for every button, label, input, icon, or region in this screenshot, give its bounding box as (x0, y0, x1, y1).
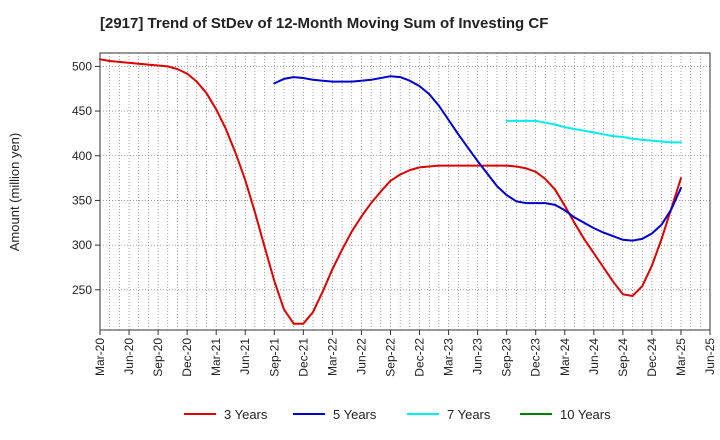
y-tick-label: 250 (72, 283, 92, 297)
series-line-7-years (505, 119, 682, 144)
x-tick-label: Jun-21 (238, 338, 252, 375)
y-axis-ticks: 250 300 350 400 450 500 (72, 59, 100, 297)
legend-label-10-years: 10 Years (560, 407, 611, 422)
y-axis-label: Amount (million yen) (7, 133, 22, 252)
legend-label-3-years: 3 Years (224, 407, 268, 422)
y-tick-label: 450 (72, 104, 92, 118)
series-lines (99, 58, 682, 325)
x-tick-label: Dec-21 (296, 338, 310, 377)
chart-title: [2917] Trend of StDev of 12-Month Moving… (100, 15, 548, 32)
x-tick-label: Dec-24 (645, 338, 659, 377)
x-tick-label: Jun-25 (703, 338, 717, 375)
x-tick-label: Jun-20 (122, 338, 136, 375)
x-tick-label: Dec-20 (180, 338, 194, 377)
series-line-5-years (273, 75, 682, 242)
legend-label-7-years: 7 Years (447, 407, 491, 422)
series-line-3-years (99, 58, 682, 325)
x-tick-label: Dec-23 (529, 338, 543, 377)
x-tick-label: Jun-22 (354, 338, 368, 375)
plot-frame (99, 52, 711, 331)
x-tick-label: Mar-22 (325, 338, 339, 376)
x-tick-label: Mar-25 (674, 338, 688, 376)
x-tick-label: Mar-24 (558, 338, 572, 376)
y-tick-label: 500 (72, 59, 92, 73)
x-tick-label: Mar-21 (209, 338, 223, 376)
x-tick-label: Sep-20 (151, 338, 165, 377)
x-tick-label: Sep-21 (267, 338, 281, 377)
y-tick-label: 400 (72, 149, 92, 163)
x-tick-label: Dec-22 (413, 338, 427, 377)
y-tick-label: 350 (72, 193, 92, 207)
plot-area (99, 52, 711, 331)
x-tick-label: Sep-22 (383, 338, 397, 377)
x-tick-label: Sep-24 (616, 338, 630, 377)
legend-label-5-years: 5 Years (333, 407, 377, 422)
y-tick-label: 300 (72, 238, 92, 252)
x-tick-label: Mar-23 (442, 338, 456, 376)
x-tick-label: Jun-23 (471, 338, 485, 375)
x-axis-ticks: Mar-20 Jun-20 Sep-20 Dec-20 Mar-21 Jun-21 Sep-… (93, 330, 717, 377)
legend: 3 Years 5 Years 7 Years 10 Years (184, 407, 611, 422)
x-tick-label: Sep-23 (500, 338, 514, 377)
x-tick-label: Mar-20 (93, 338, 107, 376)
x-tick-label: Jun-24 (587, 338, 601, 375)
